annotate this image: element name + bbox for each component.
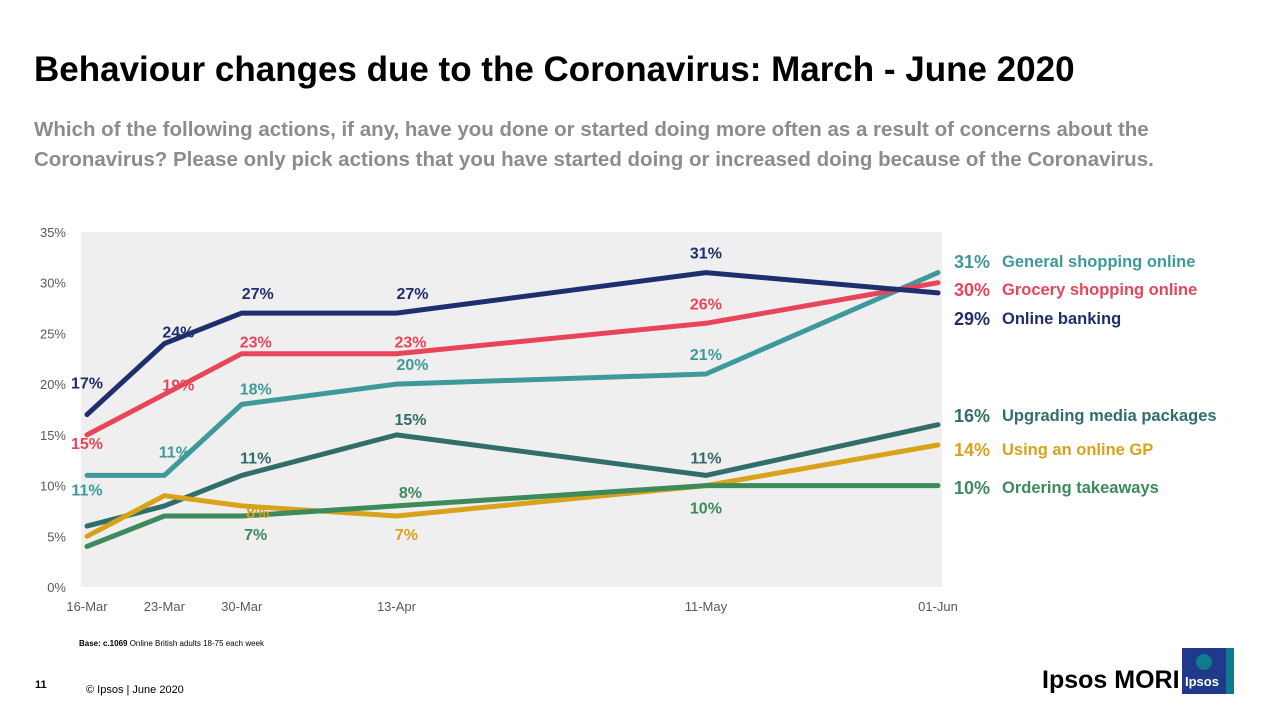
ipsos-logo: Ipsos	[1182, 648, 1234, 694]
logo-mark-icon	[1196, 654, 1212, 670]
data-label: 24%	[162, 325, 194, 342]
data-label: 20%	[396, 357, 428, 374]
data-label: 11%	[690, 450, 721, 467]
data-label: 27%	[396, 286, 428, 303]
y-tick-label: 10%	[40, 479, 66, 494]
data-label: 8%	[246, 505, 269, 522]
copyright: © Ipsos | June 2020	[86, 684, 184, 696]
data-label: 27%	[242, 286, 274, 303]
data-label: 19%	[162, 377, 194, 394]
logo-text: Ipsos	[1185, 674, 1219, 689]
y-tick-label: 25%	[40, 326, 66, 341]
legend-value: 31%	[954, 252, 990, 272]
series-line	[84, 483, 941, 549]
legend-value: 10%	[954, 478, 990, 498]
base-text: Online British adults 18-75 each week	[127, 639, 265, 648]
page-title: Behaviour changes due to the Coronavirus…	[34, 50, 1075, 89]
data-label: 23%	[394, 335, 426, 352]
y-tick-label: 30%	[40, 276, 66, 291]
legend-label: Using an online GP	[1002, 441, 1153, 459]
brand-name: Ipsos MORI	[1042, 666, 1180, 694]
series-line	[84, 422, 941, 529]
y-tick-label: 15%	[40, 428, 66, 443]
data-label: 18%	[240, 381, 272, 398]
legend-label: Online banking	[1002, 310, 1121, 328]
x-tick-label: 01-Jun	[918, 599, 958, 614]
x-tick-label: 16-Mar	[66, 599, 108, 614]
series-line	[84, 270, 941, 478]
data-label: 11%	[71, 482, 102, 499]
legend-value: 16%	[954, 406, 990, 426]
legend-label: Ordering takeaways	[1002, 479, 1159, 497]
base-label: Base: c.1069	[79, 639, 128, 648]
x-tick-label: 13-Apr	[377, 599, 417, 614]
y-tick-label: 0%	[47, 580, 66, 595]
legend-value: 30%	[954, 280, 990, 300]
data-label: 17%	[71, 376, 103, 393]
base-note: Base: c.1069 Online British adults 18-75…	[79, 639, 264, 648]
data-label: 31%	[690, 246, 722, 263]
series-line	[84, 280, 941, 438]
data-label: 15%	[71, 436, 103, 453]
legend-label: General shopping online	[1002, 253, 1195, 271]
legend-label: Grocery shopping online	[1002, 281, 1197, 299]
data-label: 11%	[159, 444, 190, 461]
data-label: 21%	[690, 347, 722, 364]
page-number: 11	[35, 679, 47, 691]
data-label: 15%	[394, 412, 426, 429]
legend-label: Upgrading media packages	[1002, 407, 1217, 425]
series-line	[84, 270, 941, 418]
line-chart: 0% 5% 10% 15% 20% 25% 30% 35% 16-Mar 23-Mar 30-Mar…	[40, 225, 1217, 614]
x-tick-label: 30-Mar	[221, 599, 263, 614]
data-label: 23%	[240, 335, 272, 352]
y-tick-label: 35%	[40, 225, 66, 240]
data-label: 10%	[690, 501, 722, 518]
data-label: 8%	[399, 485, 422, 502]
x-tick-label: 11-May	[685, 599, 728, 614]
data-label: 7%	[395, 527, 418, 544]
data-label: 7%	[244, 527, 267, 544]
data-label: 11%	[240, 450, 271, 467]
plot-area	[81, 232, 942, 587]
survey-question: Which of the following actions, if any, …	[34, 118, 1154, 171]
legend-value: 14%	[954, 440, 990, 460]
y-tick-label: 20%	[40, 377, 66, 392]
y-tick-label: 5%	[47, 529, 66, 544]
legend-value: 29%	[954, 309, 990, 329]
x-tick-label: 23-Mar	[144, 599, 186, 614]
data-label: 26%	[690, 296, 722, 313]
